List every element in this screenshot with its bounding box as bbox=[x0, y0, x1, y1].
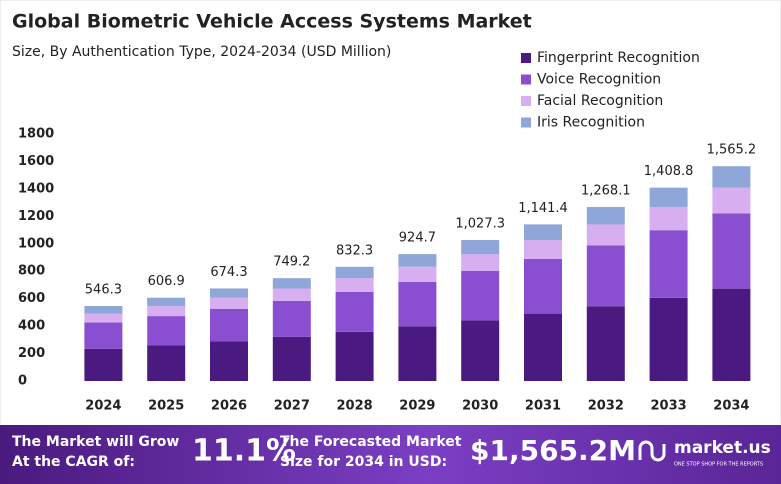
x-tick-label: 2025 bbox=[148, 399, 184, 414]
bar-segment bbox=[335, 266, 374, 279]
y-tick-label: 600 bbox=[18, 291, 45, 306]
total-label: 546.3 bbox=[85, 283, 122, 298]
legend-label: Facial Recognition bbox=[537, 93, 663, 109]
bar-segment bbox=[712, 288, 751, 381]
legend-swatch bbox=[521, 53, 531, 63]
forecast-text: The Forecasted Market bbox=[280, 434, 462, 450]
y-tick-label: 200 bbox=[18, 346, 45, 361]
total-label: 606.9 bbox=[148, 274, 185, 289]
x-tick-label: 2026 bbox=[211, 399, 247, 414]
bar-segment bbox=[398, 254, 437, 267]
brand-logo bbox=[638, 440, 666, 462]
bar-segment bbox=[210, 308, 248, 342]
y-tick-label: 800 bbox=[18, 264, 45, 279]
bar-segment bbox=[84, 306, 123, 314]
total-label: 749.2 bbox=[273, 255, 310, 270]
x-tick-label: 2029 bbox=[399, 399, 435, 414]
bar-segment bbox=[147, 306, 186, 317]
x-tick-label: 2034 bbox=[713, 399, 749, 414]
y-tick-label: 1600 bbox=[18, 154, 54, 169]
bar-segment bbox=[649, 230, 688, 298]
bar-segment bbox=[272, 336, 311, 381]
bar-segment bbox=[524, 240, 562, 259]
x-tick-label: 2024 bbox=[85, 399, 121, 414]
bar-segment bbox=[210, 297, 248, 309]
y-tick-label: 1000 bbox=[18, 236, 54, 251]
bar-segment bbox=[147, 345, 186, 381]
total-label: 674.3 bbox=[210, 265, 247, 280]
legend-label: Iris Recognition bbox=[537, 115, 645, 131]
bar-segment bbox=[335, 291, 374, 332]
bar-segment bbox=[84, 348, 123, 381]
bar-segment bbox=[272, 300, 311, 337]
total-label: 1,565.2 bbox=[707, 143, 757, 158]
legend-swatch bbox=[521, 96, 531, 106]
bar-segment bbox=[712, 213, 751, 289]
bar-segment bbox=[649, 297, 688, 381]
brand: market.us bbox=[674, 438, 771, 458]
bar-segment bbox=[84, 313, 123, 323]
bar-segment bbox=[524, 224, 562, 241]
cagr-text: At the CAGR of: bbox=[12, 454, 135, 470]
bar-segment bbox=[524, 313, 562, 381]
legend-label: Fingerprint Recognition bbox=[537, 50, 700, 66]
bar-segment bbox=[335, 331, 374, 381]
x-tick-label: 2032 bbox=[588, 399, 624, 414]
bar-segment bbox=[712, 166, 751, 188]
chart-title: Global Biometric Vehicle Access Systems … bbox=[12, 11, 532, 33]
bar-segment bbox=[461, 320, 500, 381]
y-tick-label: 1400 bbox=[18, 181, 54, 196]
bar-segment bbox=[586, 306, 625, 381]
bar-segment bbox=[210, 341, 248, 381]
bar-segment bbox=[398, 266, 437, 282]
bar-segment bbox=[649, 207, 688, 231]
total-label: 1,141.4 bbox=[518, 201, 568, 216]
total-label: 832.3 bbox=[336, 243, 373, 258]
forecast-text: Size for 2034 in USD: bbox=[280, 454, 447, 470]
bar-segment bbox=[147, 316, 186, 346]
bar-segment bbox=[210, 288, 248, 298]
y-tick-label: 1200 bbox=[18, 209, 54, 224]
legend-swatch bbox=[521, 117, 531, 128]
bar-segment bbox=[335, 278, 374, 292]
y-tick-label: 0 bbox=[18, 374, 27, 389]
legend-swatch bbox=[521, 74, 531, 85]
bar-segment bbox=[398, 326, 437, 381]
bar-segment bbox=[84, 322, 123, 349]
chart-subtitle: Size, By Authentication Type, 2024-2034 … bbox=[12, 44, 391, 60]
y-tick-label: 400 bbox=[18, 319, 45, 334]
bar-segment bbox=[712, 187, 751, 214]
legend-label: Voice Recognition bbox=[537, 72, 661, 88]
forecast-value: $1,565.2M bbox=[470, 434, 636, 467]
bar-segment bbox=[586, 245, 625, 307]
bar-segment bbox=[586, 206, 625, 225]
x-tick-label: 2028 bbox=[337, 399, 373, 414]
total-label: 1,408.8 bbox=[644, 164, 694, 179]
bar-segment bbox=[398, 281, 437, 327]
x-tick-label: 2027 bbox=[274, 399, 310, 414]
bar-segment bbox=[461, 254, 500, 271]
total-label: 1,027.3 bbox=[455, 217, 505, 232]
x-tick-label: 2033 bbox=[651, 399, 687, 414]
bar-segment bbox=[272, 278, 311, 289]
x-tick-label: 2031 bbox=[525, 399, 561, 414]
total-label: 924.7 bbox=[399, 231, 436, 246]
cagr-value: 11.1% bbox=[192, 434, 296, 469]
tagline: ONE STOP SHOP FOR THE REPORTS bbox=[674, 462, 763, 468]
bar-segment bbox=[272, 288, 311, 301]
bar-segment bbox=[461, 270, 500, 321]
bar-segment bbox=[649, 187, 688, 208]
cagr-text: The Market will Grow bbox=[12, 434, 179, 450]
y-tick-label: 1800 bbox=[18, 127, 54, 142]
bar-segment bbox=[147, 297, 186, 307]
total-label: 1,268.1 bbox=[581, 183, 631, 198]
bar-segment bbox=[524, 258, 562, 314]
x-tick-label: 2030 bbox=[462, 399, 498, 414]
bar-segment bbox=[461, 240, 500, 255]
bar-segment bbox=[586, 224, 625, 246]
